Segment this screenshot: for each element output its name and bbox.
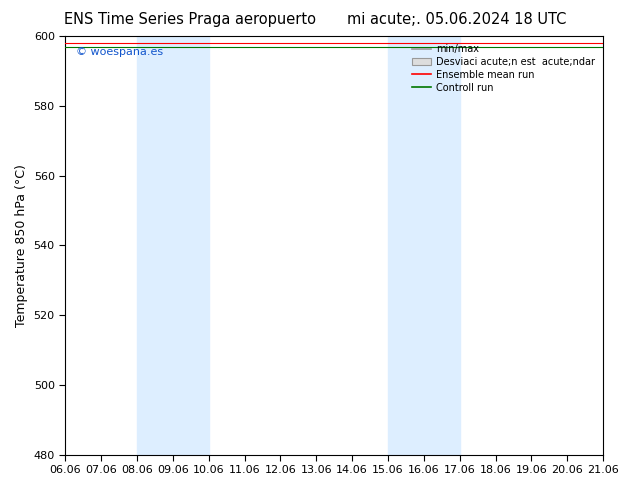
Text: ENS Time Series Praga aeropuerto: ENS Time Series Praga aeropuerto: [64, 12, 316, 27]
Bar: [137, 36, 209, 455]
Text: © woespana.es: © woespana.es: [76, 47, 163, 57]
Bar: [388, 36, 460, 455]
Legend: min/max, Desviaci acute;n est  acute;ndar, Ensemble mean run, Controll run: min/max, Desviaci acute;n est acute;ndar…: [409, 41, 598, 96]
Text: mi acute;. 05.06.2024 18 UTC: mi acute;. 05.06.2024 18 UTC: [347, 12, 566, 27]
Y-axis label: Temperature 850 hPa (°C): Temperature 850 hPa (°C): [15, 164, 28, 327]
